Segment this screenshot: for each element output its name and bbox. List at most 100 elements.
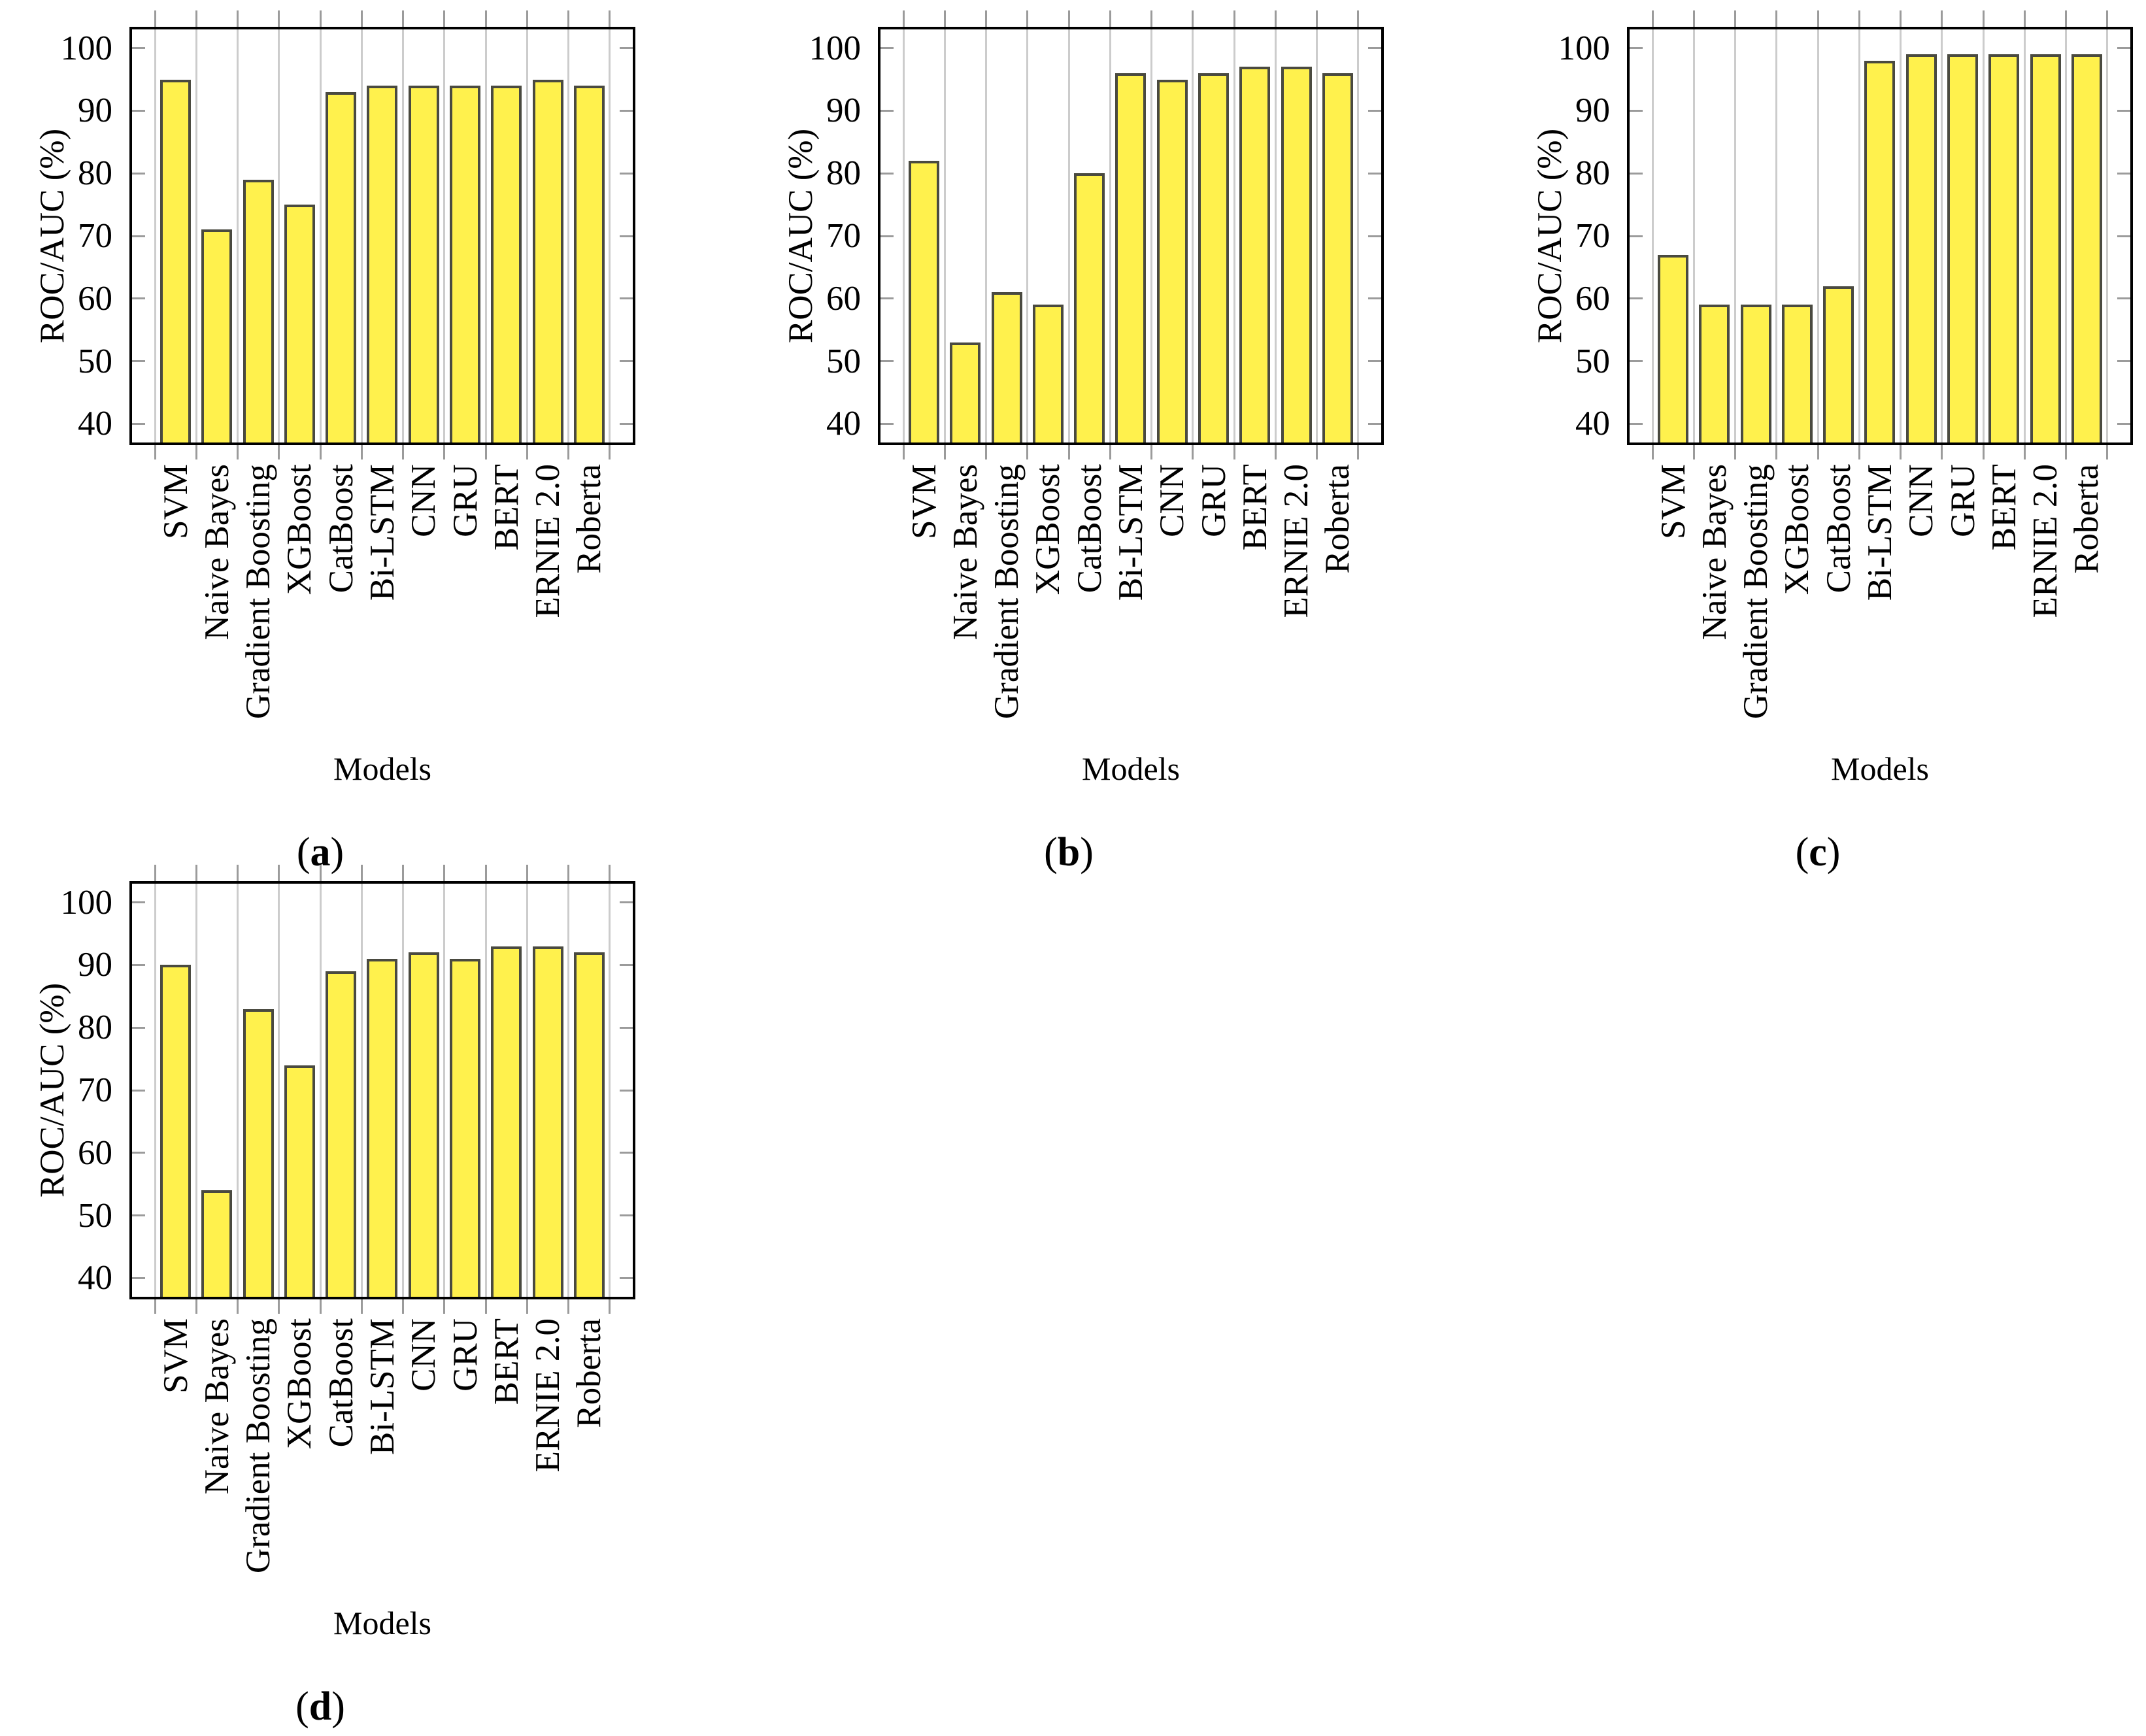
x-tick-bottom [1357,445,1360,459]
x-tick-bottom [902,445,905,459]
y-tick-label: 60 [78,279,112,318]
x-tick-bottom [1941,445,1943,459]
subplot-caption-a: (a) [297,829,344,876]
x-category-label-svm: SVM [156,1318,195,1394]
x-tick-bottom [237,1299,239,1314]
chart-b: ROC/AUC (%) Models (b) 100 90 80 70 60 50 40 SV… [782,10,1384,875]
x-axis-label: Models [333,750,431,787]
y-tick-right [620,360,633,362]
gridline [2106,29,2109,442]
y-tick-right [2117,422,2130,425]
bar-gru [450,86,481,442]
y-tick-right [620,297,633,300]
y-tick-left [880,172,894,175]
bar-svm [160,79,192,442]
gridline [484,29,487,442]
y-tick-right [620,963,633,966]
bar-xgboost [284,1065,315,1297]
y-tick-left [1630,360,1643,362]
x-tick-bottom [1192,445,1194,459]
x-category-label-gru: GRU [446,1318,484,1392]
bar-svm [1658,254,1689,442]
bar-roberta [1322,73,1353,442]
gridline [2065,29,2068,442]
x-category-label-svm: SVM [905,464,943,539]
x-category-label-xgboost: XGBoost [1029,464,1067,595]
x-tick-top [1150,10,1153,27]
x-tick-top [1192,10,1194,27]
subplot-caption-d: (d) [295,1684,345,1730]
bar-cnn [1905,54,1937,442]
y-tick-left [132,1152,145,1154]
y-tick-left [880,422,894,425]
y-tick-label: 40 [78,1259,112,1297]
bar-catboost [1074,173,1105,442]
y-tick-left [132,422,145,425]
gridline [943,29,946,442]
x-tick-top [902,10,905,27]
y-tick-right [1368,297,1381,300]
x-tick-top [1900,10,1902,27]
x-category-label-ernie-2-0: ERNIE 2.0 [2026,464,2065,618]
x-tick-top [360,865,363,881]
x-tick-top [1026,10,1029,27]
caption-paren: ) [1080,830,1094,875]
x-tick-top [1775,10,1778,27]
x-category-label-roberta: Roberta [570,1318,609,1428]
y-tick-right [620,422,633,425]
bar-catboost [326,92,357,442]
gridline [1941,29,1943,442]
bar-ernie-2-0 [532,946,563,1297]
caption-paren: ) [331,1684,345,1729]
y-tick-left [1630,172,1643,175]
caption-paren: ( [1795,830,1809,875]
bar-cnn [408,86,439,442]
x-tick-bottom [567,1299,570,1314]
gridline [278,29,280,442]
x-tick-top [484,10,487,27]
bar-cnn [408,952,439,1297]
y-tick-right [620,1026,633,1029]
x-tick-bottom [402,445,405,459]
y-tick-left [132,47,145,50]
bar-xgboost [1032,305,1064,442]
y-tick-label: 100 [60,29,113,67]
y-tick-label: 80 [1575,154,1610,193]
gridline [567,884,570,1297]
x-tick-bottom [319,445,322,459]
y-tick-label: 90 [826,92,861,130]
y-tick-left [132,360,145,362]
y-tick-label: 50 [1575,342,1610,380]
bar-bert [491,946,522,1297]
x-tick-bottom [1734,445,1737,459]
y-tick-label: 90 [1575,92,1610,130]
y-tick-label: 90 [78,946,112,984]
y-tick-left [1630,47,1643,50]
gridline [1692,29,1695,442]
x-tick-top [2023,10,2026,27]
x-tick-bottom [2106,445,2109,459]
x-tick-top [237,865,239,881]
gridline [1357,29,1360,442]
x-tick-top [1734,10,1737,27]
bar-ernie-2-0 [532,79,563,442]
x-tick-top [154,10,156,27]
x-tick-top [1357,10,1360,27]
chart-d: ROC/AUC (%) Models (d) 100 90 80 70 60 50 40 SV… [33,865,635,1729]
x-tick-bottom [1775,445,1778,459]
x-tick-bottom [609,445,611,459]
gridline [154,29,156,442]
y-tick-label: 50 [826,342,861,380]
x-category-label-gradient-boosting: Gradient Boosting [1737,464,1775,720]
x-tick-bottom [1026,445,1029,459]
x-category-label-ernie-2-0: ERNIE 2.0 [1277,464,1316,618]
y-tick-right [620,172,633,175]
bar-xgboost [284,205,315,442]
x-tick-bottom [609,1299,611,1314]
bar-ernie-2-0 [1281,67,1312,442]
x-tick-bottom [526,445,528,459]
chart-c: ROC/AUC (%) Models (c) 100 90 80 70 60 50 40 SV… [1531,10,2133,875]
x-category-label-bi-lstm: Bi-LSTM [1111,464,1150,601]
y-tick-right [2117,360,2130,362]
y-tick-left [880,47,894,50]
